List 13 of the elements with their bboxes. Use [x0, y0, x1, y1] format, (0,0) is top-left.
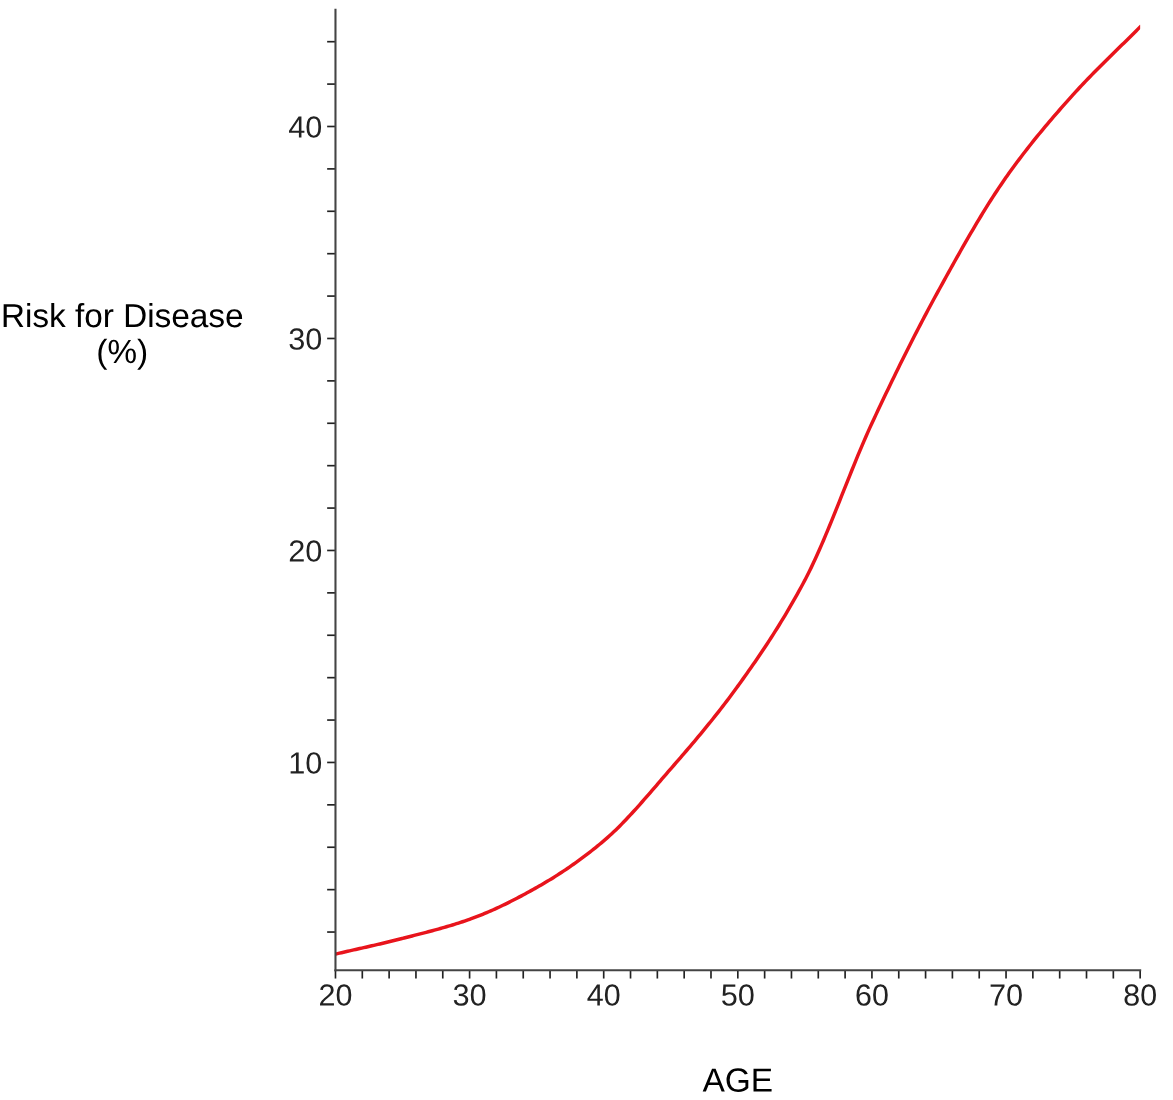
y-tick-label: 20 [289, 540, 322, 562]
x-tick-label: 20 [320, 984, 352, 1006]
y-tick-label: 40 [289, 116, 322, 138]
x-tick-label: 40 [587, 984, 620, 1006]
x-tick-label: 30 [453, 984, 486, 1006]
x-axis-title: AGE [702, 1068, 772, 1092]
x-tick-label: 70 [990, 984, 1022, 1006]
y-tick-label: 10 [290, 752, 322, 774]
y-tick-label: 30 [289, 328, 322, 350]
x-tick-label: 60 [856, 984, 888, 1006]
y-axis-title: Risk for Disease (%) [3, 302, 243, 370]
x-tick-label: 50 [722, 984, 754, 1006]
x-tick-label: 80 [1124, 984, 1156, 1006]
